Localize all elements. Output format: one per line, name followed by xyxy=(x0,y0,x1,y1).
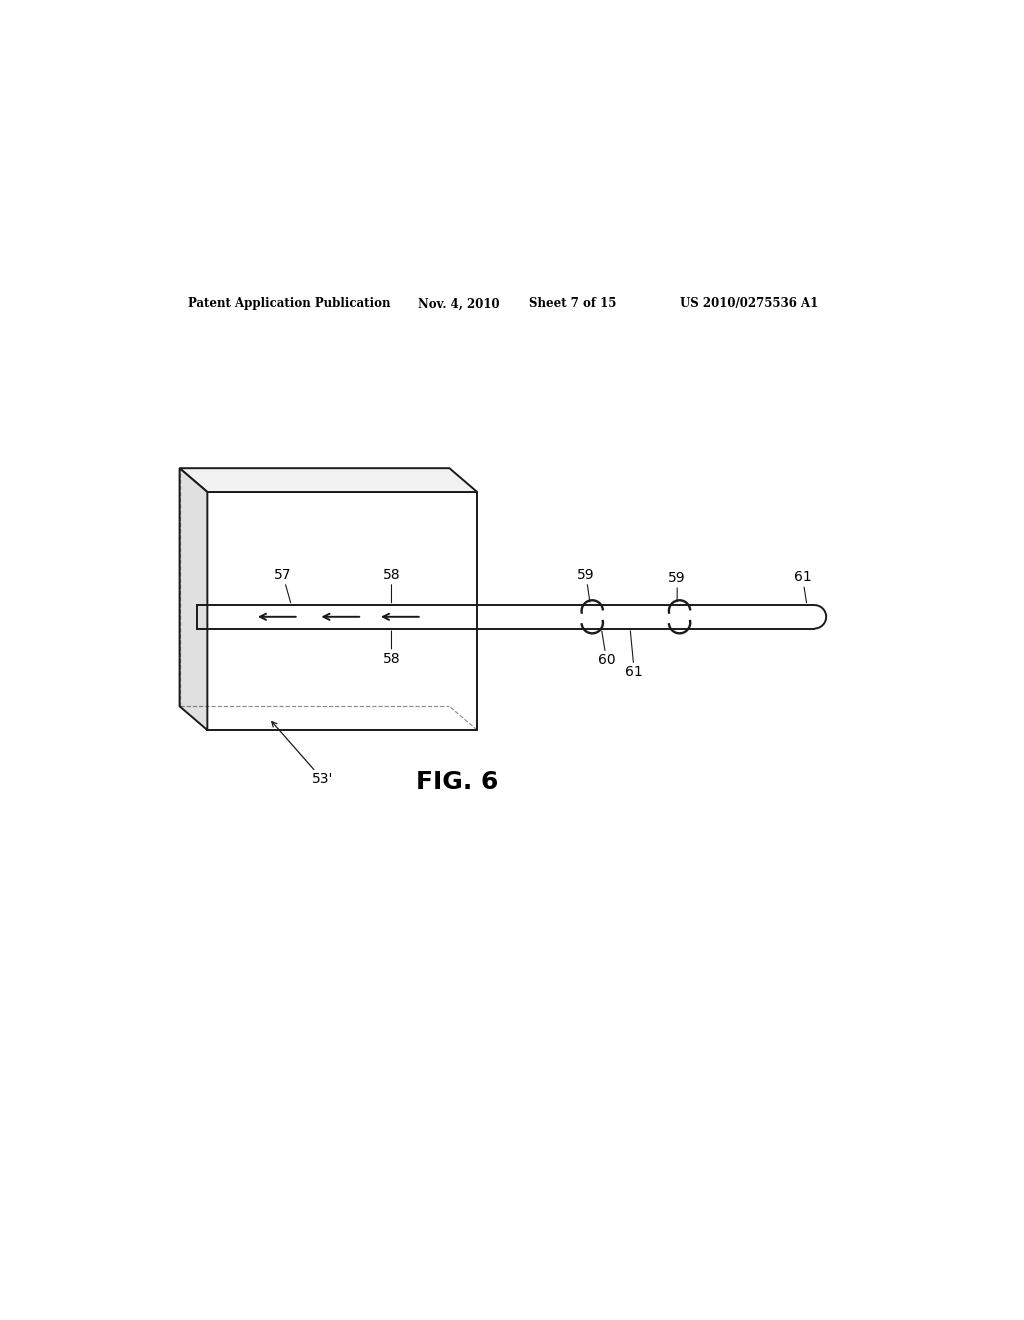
Text: Sheet 7 of 15: Sheet 7 of 15 xyxy=(528,297,616,310)
Text: 57: 57 xyxy=(274,568,292,603)
Text: 58: 58 xyxy=(383,568,400,603)
Polygon shape xyxy=(179,469,207,730)
Polygon shape xyxy=(179,469,477,492)
Text: Patent Application Publication: Patent Application Publication xyxy=(187,297,390,310)
Text: 61: 61 xyxy=(626,631,643,680)
Text: Nov. 4, 2010: Nov. 4, 2010 xyxy=(418,297,500,310)
Text: 53': 53' xyxy=(271,722,333,787)
Text: 59: 59 xyxy=(578,568,595,602)
Text: FIG. 6: FIG. 6 xyxy=(416,770,499,793)
Text: 61: 61 xyxy=(794,570,811,603)
Text: US 2010/0275536 A1: US 2010/0275536 A1 xyxy=(680,297,818,310)
Text: 59: 59 xyxy=(669,572,686,602)
Text: 58: 58 xyxy=(383,631,400,665)
Text: 60: 60 xyxy=(598,631,615,667)
